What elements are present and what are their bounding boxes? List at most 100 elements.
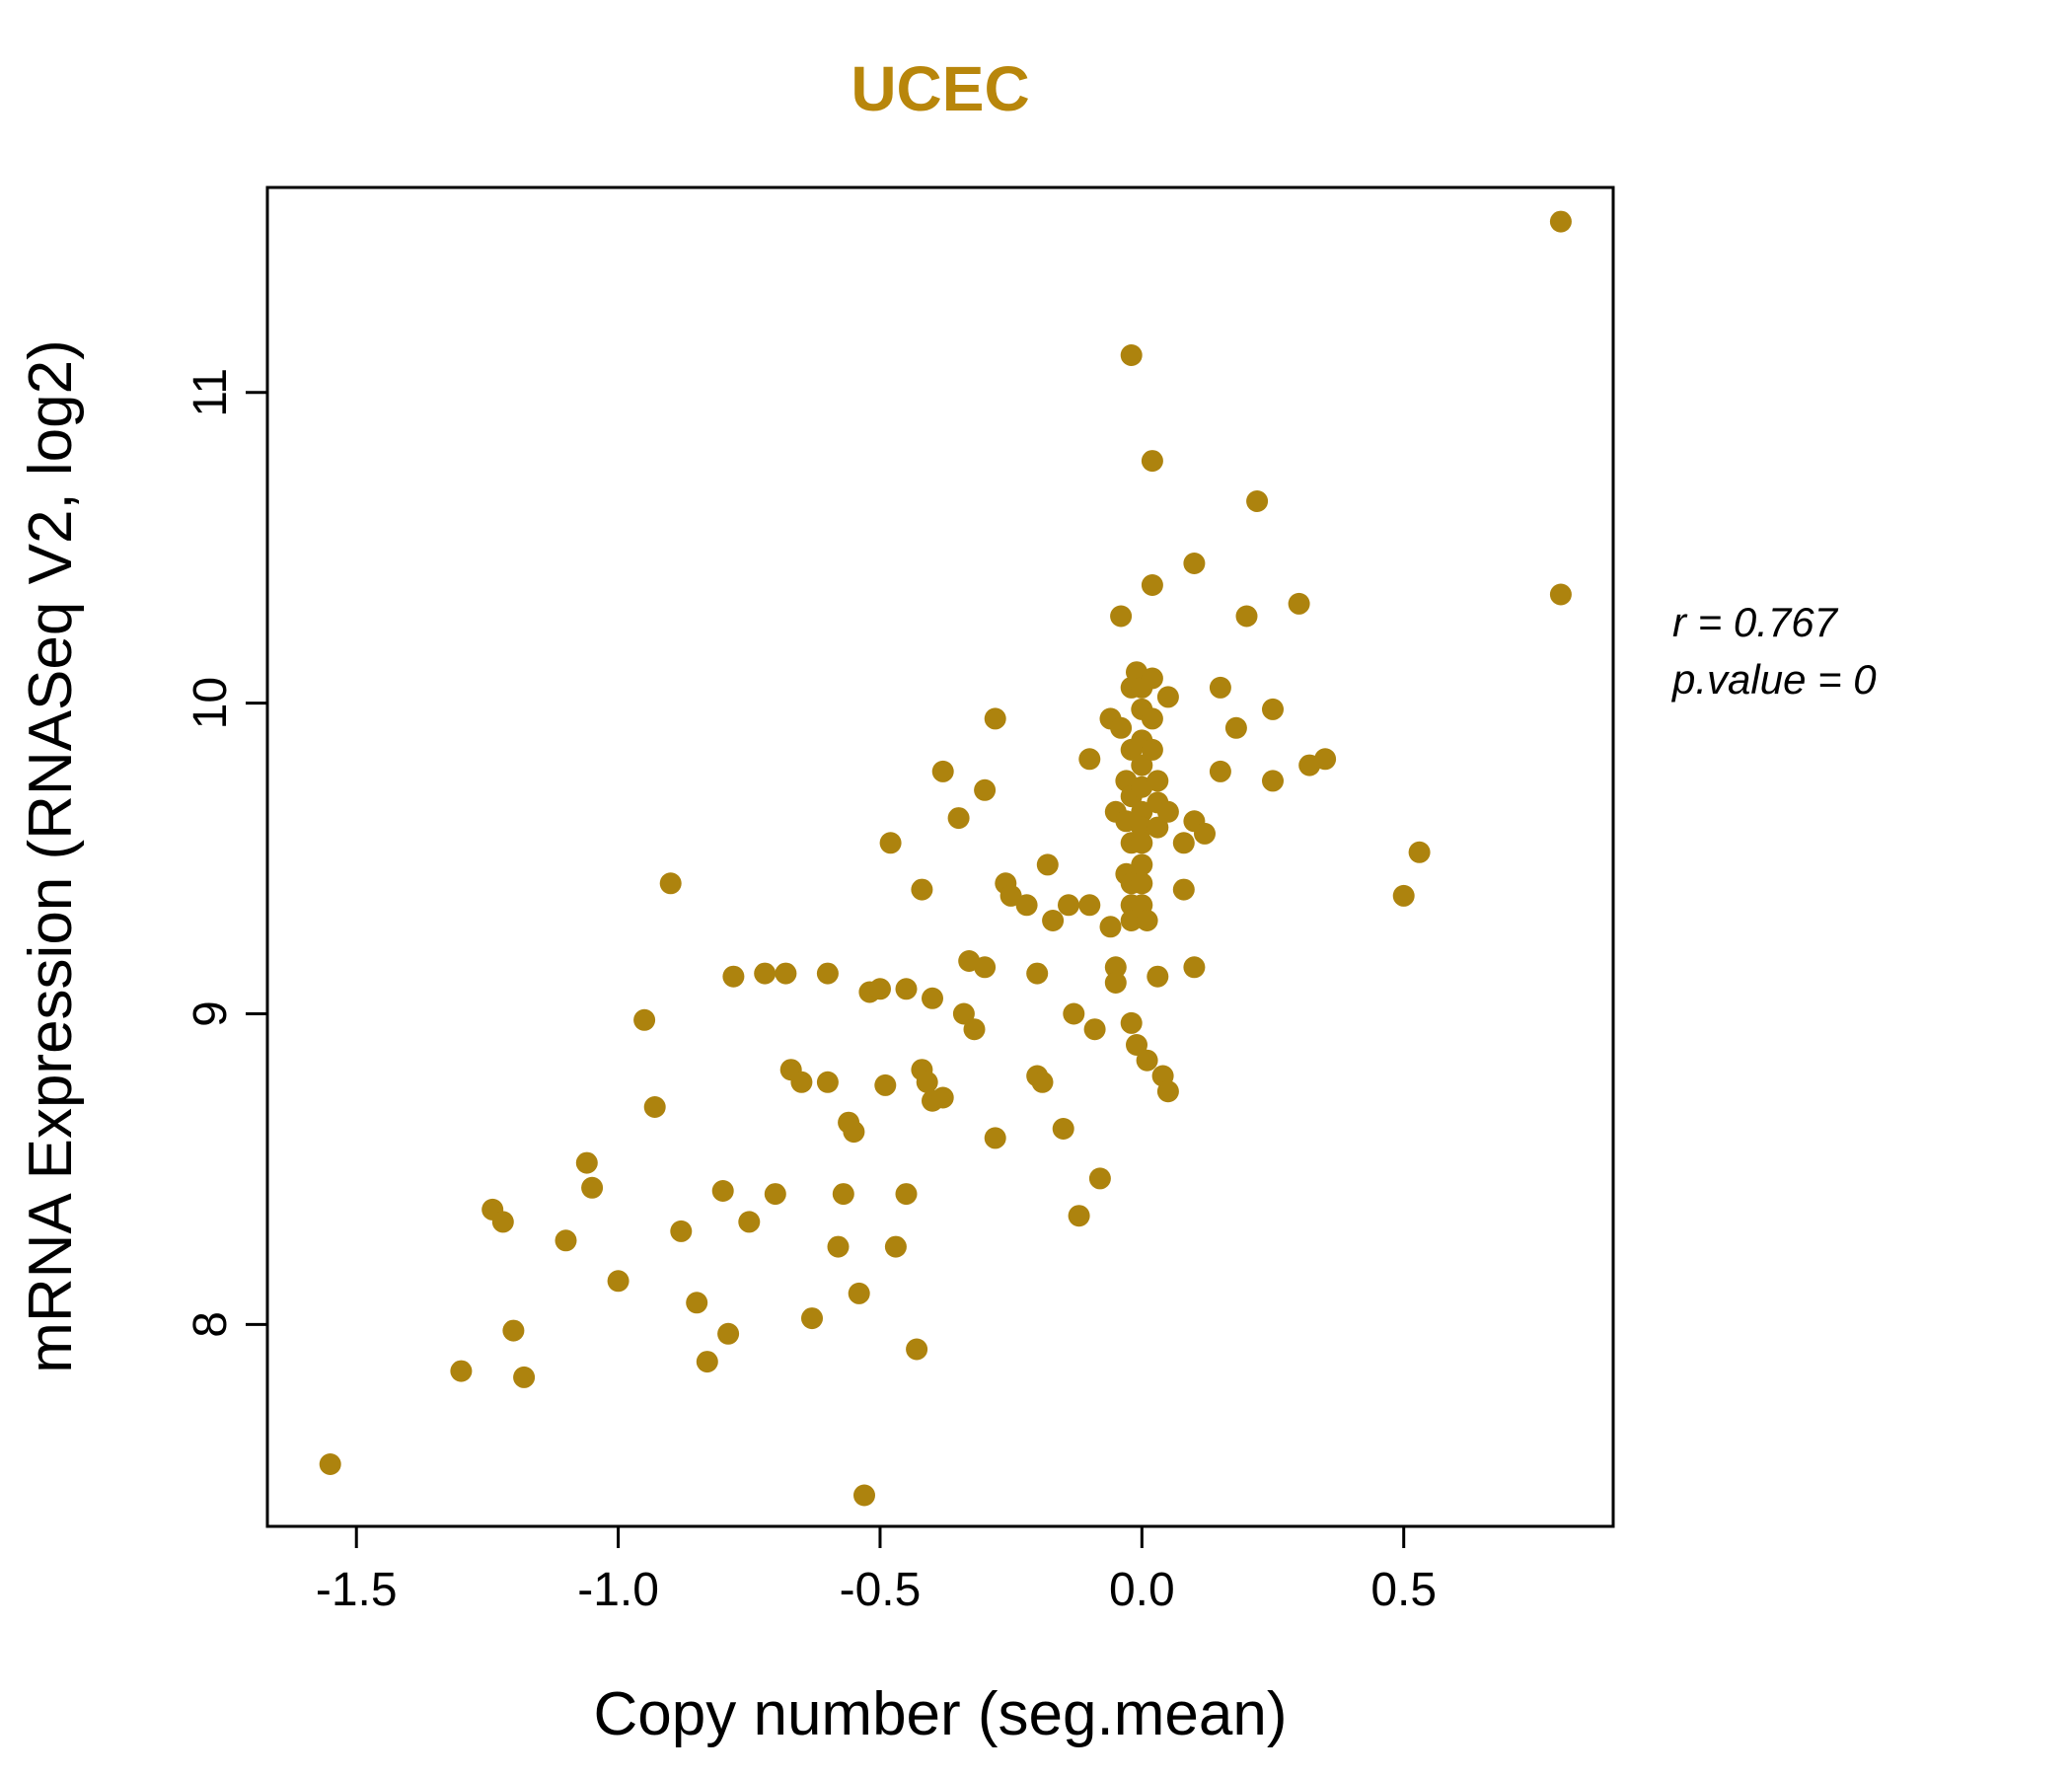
data-point	[513, 1366, 536, 1388]
data-point	[1131, 832, 1153, 854]
data-point	[1147, 816, 1169, 839]
data-point	[1078, 748, 1101, 771]
data-point	[1408, 841, 1431, 863]
data-point	[1131, 816, 1153, 839]
data-point	[1156, 1080, 1179, 1103]
data-point	[963, 1018, 986, 1041]
data-point	[1036, 853, 1059, 876]
data-point	[984, 1127, 1006, 1149]
data-point	[450, 1360, 473, 1382]
data-point	[1015, 894, 1038, 917]
data-point	[1549, 583, 1572, 606]
data-point	[1120, 910, 1143, 931]
plot-box	[265, 185, 1615, 1528]
data-point	[1141, 667, 1163, 690]
data-point	[916, 1071, 938, 1093]
points-layer	[319, 210, 1572, 1507]
data-point	[1209, 676, 1231, 699]
data-point	[1147, 770, 1169, 792]
data-point	[1120, 344, 1143, 366]
data-point	[754, 962, 777, 985]
x-tick-label: 0.5	[1370, 1564, 1437, 1616]
data-point	[1136, 1049, 1158, 1072]
data-point	[738, 1211, 761, 1233]
x-tick-label: 0.0	[1109, 1564, 1175, 1616]
data-point	[1235, 605, 1258, 628]
y-tick-label: 11	[185, 368, 237, 417]
data-point	[869, 978, 891, 1000]
data-point	[764, 1183, 786, 1206]
x-axis-title: Copy number (seg.mean)	[594, 1680, 1288, 1748]
data-point	[1262, 698, 1284, 720]
data-point	[848, 1282, 870, 1304]
y-axis-title: mRNA Expression (RNASeq V2, log2)	[17, 339, 85, 1373]
data-point	[1262, 770, 1284, 792]
data-point	[1131, 754, 1153, 777]
data-point	[1141, 450, 1163, 473]
data-point	[895, 978, 918, 1000]
data-point	[1141, 707, 1163, 730]
data-point	[1131, 800, 1153, 823]
data-point	[947, 807, 970, 830]
data-point	[555, 1229, 577, 1252]
data-point	[922, 987, 943, 1009]
data-point	[1141, 574, 1163, 596]
data-point	[1120, 1011, 1143, 1034]
data-point	[895, 1183, 918, 1206]
data-point	[1063, 1002, 1085, 1025]
y-tick-label: 10	[185, 677, 237, 729]
data-point	[1026, 962, 1049, 985]
data-point	[775, 962, 797, 985]
data-point	[816, 962, 839, 985]
data-point	[1126, 1034, 1147, 1056]
data-point	[1224, 716, 1247, 739]
data-point	[1172, 832, 1195, 854]
data-point	[581, 1176, 604, 1199]
data-point	[879, 832, 902, 854]
x-tick-label: -0.5	[840, 1564, 922, 1616]
data-point	[319, 1453, 341, 1475]
data-point	[911, 878, 933, 901]
data-point	[1088, 1167, 1111, 1190]
data-point	[816, 1071, 839, 1093]
data-point	[1078, 894, 1101, 917]
data-point	[1246, 490, 1269, 512]
data-point	[906, 1338, 928, 1361]
data-point	[853, 1484, 875, 1507]
data-point	[1099, 916, 1122, 938]
data-point	[502, 1319, 525, 1342]
data-point	[659, 872, 682, 895]
data-point	[696, 1351, 718, 1373]
data-point	[711, 1180, 734, 1202]
data-point	[1136, 910, 1158, 931]
data-point	[1549, 210, 1572, 233]
data-point	[1209, 760, 1231, 782]
data-point	[1110, 605, 1133, 628]
y-axis-ticks: 8 9 10 11	[185, 368, 267, 1338]
data-point	[1194, 822, 1216, 845]
data-point	[1104, 972, 1127, 994]
data-point	[1031, 1071, 1054, 1093]
data-point	[1392, 884, 1415, 907]
annotation-p-value: p.value = 0	[1670, 656, 1877, 703]
data-point	[1156, 800, 1179, 823]
data-point	[790, 1071, 813, 1093]
data-point	[722, 965, 745, 988]
data-point	[633, 1008, 656, 1031]
x-tick-label: -1.5	[316, 1564, 398, 1616]
data-point	[1183, 956, 1206, 979]
data-point	[1314, 748, 1337, 771]
data-point	[670, 1220, 693, 1242]
data-point	[874, 1073, 897, 1096]
data-point	[1147, 965, 1169, 988]
data-point	[832, 1183, 854, 1206]
data-point	[884, 1235, 907, 1258]
data-point	[984, 707, 1006, 730]
data-point	[643, 1096, 666, 1118]
data-point	[1104, 956, 1127, 979]
x-tick-label: -1.0	[577, 1564, 659, 1616]
data-point	[717, 1322, 740, 1345]
data-point	[1068, 1205, 1090, 1227]
